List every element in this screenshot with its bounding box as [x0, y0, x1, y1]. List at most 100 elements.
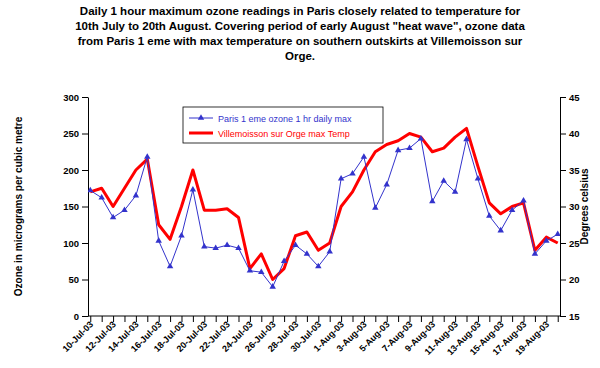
tick-label: 300 — [63, 92, 79, 103]
tick — [330, 316, 331, 322]
marker — [475, 175, 481, 181]
marker — [121, 206, 127, 212]
title-group: Daily 1 hour maximum ozone readings in P… — [75, 5, 525, 62]
marker — [463, 136, 469, 142]
tick-mark — [432, 316, 433, 322]
tick-mark — [546, 316, 547, 322]
tick-mark — [421, 316, 422, 322]
tick-mark — [560, 280, 566, 281]
tick-mark — [159, 316, 160, 322]
tick-mark — [341, 316, 342, 322]
legend-box — [183, 107, 383, 143]
marker — [144, 153, 150, 159]
tick — [398, 316, 399, 322]
marker — [406, 144, 412, 150]
tick: 150 — [63, 201, 88, 212]
tick-mark — [364, 316, 365, 322]
tick: 100 — [63, 238, 88, 249]
tick-mark — [261, 316, 262, 322]
marker — [338, 175, 344, 181]
marker — [509, 206, 515, 212]
tick-mark — [250, 316, 251, 322]
legend-label: Villemoisson sur Orge max Temp — [218, 129, 350, 139]
tick-mark — [170, 316, 171, 322]
tick — [421, 316, 422, 322]
tick: 25 — [560, 238, 580, 249]
y-axis-title: Ozone in micrograms per cubic metre — [13, 116, 24, 296]
tick-mark — [82, 97, 88, 98]
title: Daily 1 hour maximum ozone readings in P… — [80, 5, 521, 17]
marker — [304, 250, 310, 256]
tick-label: 250 — [63, 128, 79, 139]
tick — [216, 316, 217, 322]
marker — [554, 231, 560, 237]
tick-mark — [295, 316, 296, 322]
marker — [190, 186, 196, 192]
marker — [110, 214, 116, 220]
tick-mark — [307, 316, 308, 322]
tick-mark — [193, 316, 194, 322]
tick-label: 20 — [569, 274, 580, 285]
marker — [361, 153, 367, 159]
tick-mark — [512, 316, 513, 322]
marker — [247, 267, 253, 273]
tick-mark — [90, 316, 91, 322]
marker — [201, 243, 207, 249]
marker — [281, 258, 287, 264]
tick-mark — [102, 316, 103, 322]
marker — [167, 263, 173, 269]
tick-mark — [535, 316, 536, 322]
tick-mark — [524, 316, 525, 322]
tick-label: 40 — [569, 128, 580, 139]
tick-label: 19-Aug-03 — [513, 319, 551, 357]
tick — [489, 316, 490, 322]
tick-label: 150 — [63, 201, 79, 212]
y2-axis-title: Degrees celsius — [579, 168, 590, 245]
tick-label: 100 — [63, 238, 79, 249]
marker — [452, 188, 458, 194]
legend-marker — [198, 114, 204, 120]
marker — [258, 268, 264, 274]
tick — [467, 316, 468, 322]
tick-mark — [489, 316, 490, 322]
tick-mark — [353, 316, 354, 322]
tick — [284, 316, 285, 322]
tick-mark — [318, 316, 319, 322]
tick-label: 0 — [74, 311, 79, 322]
x-axis: 10-Jul-0312-Jul-0314-Jul-0316-Jul-0318-J… — [61, 316, 560, 357]
tick-mark — [444, 316, 445, 322]
tick-mark — [181, 316, 182, 322]
tick: 50 — [68, 274, 88, 285]
marker — [395, 147, 401, 153]
tick-label: 15 — [569, 311, 580, 322]
tick-label: 45 — [569, 92, 580, 103]
tick: 300 — [63, 92, 88, 103]
title: Orge. — [285, 50, 315, 62]
marker — [418, 135, 424, 141]
marker — [532, 250, 538, 256]
marker — [212, 244, 218, 250]
marker — [497, 227, 503, 233]
tick-label: 50 — [68, 274, 79, 285]
tick-mark — [82, 207, 88, 208]
tick: 45 — [560, 92, 580, 103]
y2-axis: 15202530354045 — [560, 92, 580, 322]
tick-mark — [82, 170, 88, 171]
tick — [307, 316, 308, 322]
marker — [178, 232, 184, 238]
chart: Daily 1 hour maximum ozone readings in P… — [0, 0, 600, 368]
title: 10th July to 20th August. Covering perio… — [75, 20, 525, 32]
marker — [543, 237, 549, 243]
tick — [170, 316, 171, 322]
tick-mark — [560, 207, 566, 208]
marker — [349, 170, 355, 176]
marker — [315, 263, 321, 269]
tick — [102, 316, 103, 322]
marker — [155, 237, 161, 243]
tick-mark — [113, 316, 114, 322]
marker — [429, 198, 435, 204]
tick — [444, 316, 445, 322]
tick-mark — [501, 316, 502, 322]
tick — [353, 316, 354, 322]
tick-mark — [410, 316, 411, 322]
